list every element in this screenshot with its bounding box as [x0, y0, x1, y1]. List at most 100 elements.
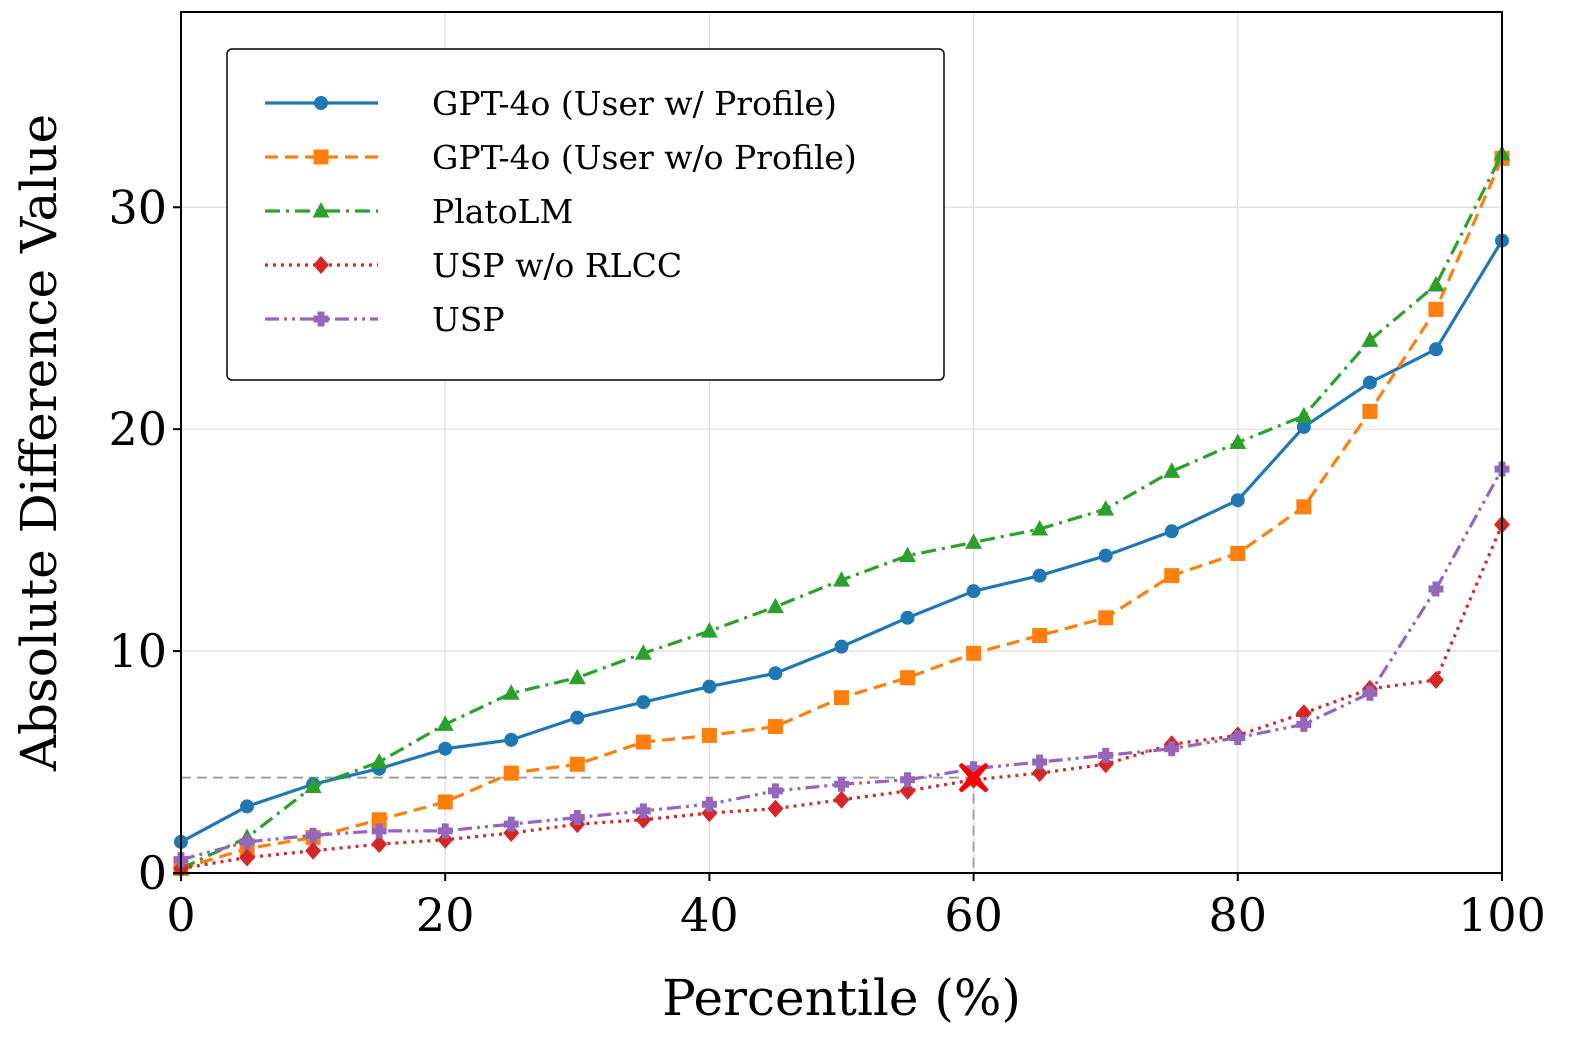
series-4 [173, 461, 1510, 868]
data-point [239, 848, 256, 867]
data-point [371, 835, 388, 854]
data-point [900, 670, 916, 686]
data-point [1296, 419, 1311, 434]
data-point [1031, 520, 1049, 536]
legend-label: USP [432, 300, 505, 339]
legend-label: PlatoLM [432, 192, 573, 231]
data-point [768, 666, 783, 681]
data-point [436, 715, 454, 731]
data-point [701, 727, 717, 743]
data-point [305, 827, 321, 843]
plot-frame [180, 11, 1503, 874]
data-point [1361, 331, 1379, 347]
legend-marker [313, 311, 329, 327]
data-point [767, 783, 783, 799]
data-point [305, 841, 322, 860]
data-point [304, 777, 322, 793]
series-group [172, 145, 1511, 878]
data-point [900, 610, 915, 625]
data-point [834, 639, 849, 654]
x-tick-label: 60 [944, 888, 1003, 942]
data-point [834, 776, 849, 792]
data-point [570, 710, 585, 725]
data-point [1428, 581, 1444, 597]
legend-marker [313, 256, 329, 274]
data-point [966, 761, 982, 777]
data-point [634, 644, 652, 660]
data-point [437, 794, 453, 810]
x-tick-label: 0 [166, 888, 195, 942]
data-point [437, 823, 453, 839]
data-point [1362, 403, 1378, 419]
data-point [1032, 628, 1048, 644]
series-3 [173, 515, 1510, 878]
data-point [834, 690, 849, 706]
data-point [1362, 685, 1378, 701]
legend-item: GPT-4o (User w/o Profile) [265, 138, 857, 177]
x-tick-label: 100 [1458, 888, 1546, 942]
data-point [833, 571, 850, 587]
data-point [1164, 568, 1180, 584]
y-tick-label: 0 [138, 846, 167, 900]
data-point [240, 799, 255, 814]
data-point [1362, 375, 1377, 390]
data-point [833, 790, 850, 809]
legend-item: PlatoLM [265, 192, 573, 231]
data-point [702, 679, 717, 694]
legend-marker [312, 202, 330, 218]
data-point [1428, 301, 1444, 317]
y-tick-label: 20 [108, 402, 167, 456]
data-point [1229, 433, 1247, 449]
legend-item: USP w/o RLCC [265, 246, 682, 285]
data-point [1428, 342, 1443, 357]
legend-marker [313, 149, 329, 165]
data-point [1230, 493, 1245, 508]
data-point [1296, 499, 1312, 515]
data-point [767, 799, 784, 818]
data-point [1098, 548, 1113, 563]
data-point [701, 804, 718, 823]
data-point [1427, 275, 1445, 292]
data-point [1295, 406, 1313, 423]
legend-item: GPT-4o (User w/ Profile) [265, 84, 837, 123]
data-point [503, 765, 519, 781]
highlight-group [958, 762, 989, 793]
data-point [966, 645, 982, 661]
data-point [1295, 704, 1312, 723]
y-tick-label: 30 [108, 180, 167, 234]
y-tick-label: 10 [108, 624, 167, 678]
data-point [1163, 462, 1181, 478]
data-point [1032, 754, 1048, 770]
data-point [1427, 670, 1444, 689]
data-point [569, 756, 585, 772]
data-point [437, 830, 454, 849]
highlight-x-marker [958, 762, 989, 793]
data-point [502, 684, 520, 700]
data-point [1098, 747, 1114, 763]
data-point [1031, 764, 1048, 783]
data-point [1097, 500, 1115, 516]
data-point [1296, 716, 1312, 732]
data-point [503, 824, 520, 843]
data-point [635, 803, 651, 819]
legend: GPT-4o (User w/ Profile) GPT-4o (User w/o… [226, 48, 945, 381]
data-point [636, 695, 651, 710]
data-point [635, 810, 652, 829]
x-tick-label: 20 [416, 888, 475, 942]
data-point [370, 753, 388, 769]
legend-item: USP [265, 300, 505, 339]
axis-ticks: 0 20 40 60 80 100 0 10 20 30 [108, 180, 1545, 942]
data-point [701, 796, 717, 812]
data-point [899, 781, 916, 800]
data-point [1164, 524, 1179, 539]
data-point [504, 732, 519, 747]
legend-box [226, 48, 945, 381]
data-point [767, 719, 783, 735]
data-point [1098, 610, 1114, 626]
data-point [569, 810, 585, 826]
data-point [239, 834, 255, 850]
data-point [1230, 730, 1246, 746]
data-point [635, 734, 651, 750]
data-point [1097, 755, 1114, 774]
legend-label: USP w/o RLCC [432, 246, 682, 285]
